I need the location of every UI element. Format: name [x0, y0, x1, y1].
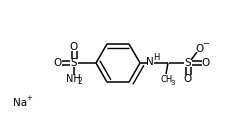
Text: O: O	[184, 74, 192, 84]
Text: O: O	[70, 42, 78, 52]
Text: O: O	[202, 58, 210, 68]
Text: −: −	[203, 39, 210, 49]
Text: N: N	[146, 57, 154, 67]
Text: 3: 3	[171, 80, 175, 86]
Text: CH: CH	[161, 75, 173, 83]
Text: O: O	[196, 44, 204, 54]
Text: O: O	[54, 58, 62, 68]
Text: +: +	[26, 95, 32, 101]
Text: 2: 2	[78, 77, 82, 87]
Text: S: S	[71, 58, 77, 68]
Text: S: S	[185, 58, 191, 68]
Text: H: H	[153, 53, 159, 63]
Text: NH: NH	[66, 74, 80, 84]
Text: Na: Na	[13, 98, 27, 108]
